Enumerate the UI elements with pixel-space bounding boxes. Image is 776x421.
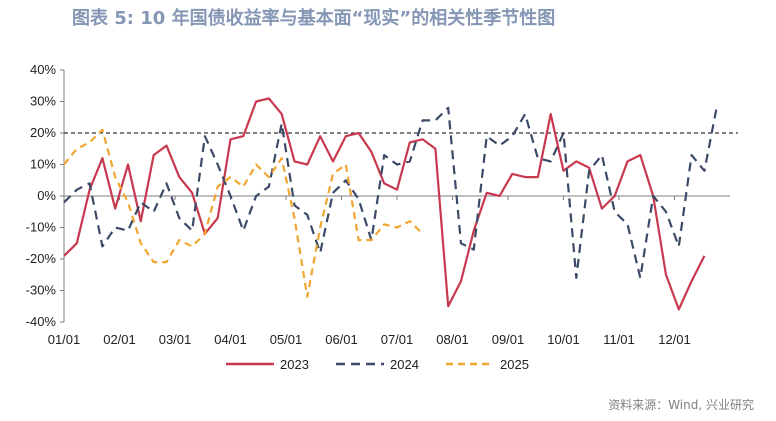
x-tick-label: 02/01 (103, 332, 136, 347)
legend-label-2025: 2025 (500, 357, 529, 372)
y-tick-label: 20% (30, 125, 56, 140)
y-tick-label: 10% (30, 157, 56, 172)
y-tick-label: 30% (30, 94, 56, 109)
x-tick-label: 08/01 (436, 332, 469, 347)
y-tick-label: -30% (26, 283, 57, 298)
legend-label-2023: 2023 (280, 357, 309, 372)
y-tick-label: -40% (26, 314, 57, 329)
x-tick-label: 06/01 (325, 332, 358, 347)
series-lines (63, 97, 719, 311)
series-line-2025 (63, 128, 424, 298)
axes: 40% 30% 20% 10% 0% -10% -20% -30% -40% 01/01 02/01… (26, 62, 730, 347)
series-line-2024 (63, 104, 719, 279)
x-tick-label: 09/01 (492, 332, 525, 347)
legend-label-2024: 2024 (390, 357, 419, 372)
y-tick-label: 0% (37, 188, 56, 203)
chart-title: 图表 5: 10 年国债收益率与基本面“现实”的相关性季节性图 (72, 8, 556, 29)
x-tick-label: 11/01 (603, 332, 635, 347)
y-tick-label: 40% (30, 62, 56, 77)
x-tick-label: 01/01 (48, 332, 81, 347)
x-tick-label: 04/01 (214, 332, 247, 347)
y-tick-label: -20% (26, 251, 57, 266)
x-tick-label: 07/01 (381, 332, 414, 347)
x-tick-label: 10/01 (547, 332, 580, 347)
y-tick-label: -10% (26, 220, 57, 235)
series-line-2023 (63, 97, 706, 311)
source-note: 资料来源：Wind, 兴业研究 (608, 398, 754, 412)
legend: 2023 2024 2025 (226, 357, 529, 372)
x-tick-label: 05/01 (270, 332, 303, 347)
x-tick-label: 03/01 (159, 332, 192, 347)
x-tick-label: 12/01 (658, 332, 691, 347)
